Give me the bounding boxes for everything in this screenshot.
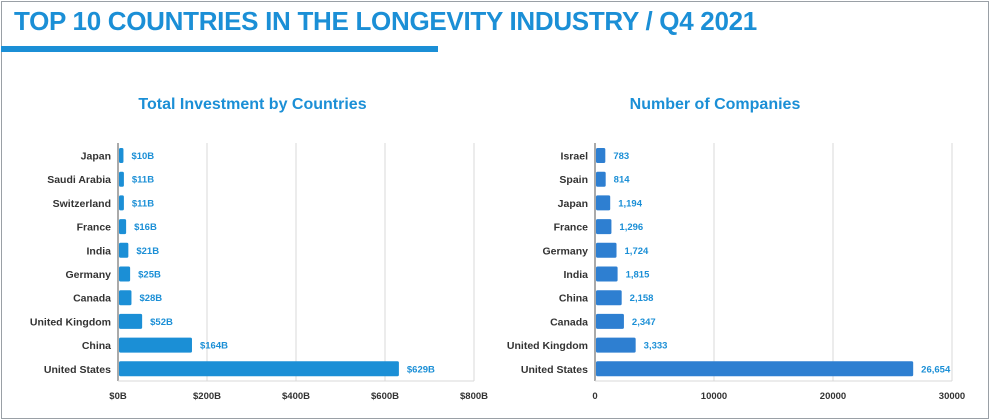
companies-bar (596, 219, 612, 235)
investment-category-label: Japan (81, 151, 111, 163)
investment-category-label: Germany (65, 269, 111, 281)
investment-category-label: Canada (73, 293, 111, 305)
investment-category-label: United Kingdom (30, 316, 111, 328)
companies-category-label: Japan (558, 198, 588, 210)
investment-bar (119, 337, 192, 353)
page-title: TOP 10 COUNTRIES IN THE LONGEVITY INDUST… (14, 6, 757, 36)
investment-x-tick-label: $0B (109, 391, 127, 402)
companies-category-label: United Kingdom (507, 340, 588, 352)
companies-category-label: Israel (561, 151, 589, 163)
companies-value-label: 1,815 (626, 270, 650, 281)
investment-bar (119, 195, 124, 211)
companies-bar (596, 195, 611, 211)
investment-x-tick-label: $200B (193, 391, 221, 402)
companies-x-tick-label: 20000 (820, 391, 846, 402)
investment-value-label: $10B (131, 151, 154, 162)
companies-category-label: Spain (559, 174, 588, 186)
investment-bar (119, 313, 143, 329)
investment-chart-title: Total Investment by Countries (138, 96, 367, 113)
companies-category-label: United States (521, 364, 588, 376)
investment-bar (119, 266, 131, 282)
companies-bar (596, 242, 617, 258)
investment-value-label: $25B (138, 270, 161, 281)
companies-value-label: 1,724 (625, 246, 649, 257)
investment-bar (119, 242, 129, 258)
companies-bar (596, 148, 606, 163)
investment-category-label: China (82, 340, 111, 352)
companies-value-label: 1,296 (619, 222, 643, 233)
title-underline (1, 46, 438, 52)
investment-value-label: $11B (132, 175, 154, 186)
investment-category-label: Saudi Arabia (47, 174, 111, 186)
investment-category-label: India (86, 245, 111, 257)
investment-bar (119, 148, 124, 163)
companies-value-label: 2,347 (632, 317, 656, 328)
companies-category-label: India (563, 269, 588, 281)
investment-value-label: $629B (407, 364, 435, 375)
investment-value-label: $11B (132, 198, 154, 209)
companies-x-tick-label: 0 (592, 391, 597, 402)
investment-bar (119, 290, 132, 306)
companies-category-label: China (559, 293, 588, 305)
investment-value-label: $28B (139, 293, 162, 304)
companies-bar (596, 266, 618, 282)
companies-x-tick-label: 30000 (939, 391, 965, 402)
companies-bar (596, 171, 606, 187)
investment-category-label: France (77, 222, 112, 234)
companies-bar (596, 313, 624, 329)
companies-bar-chart: 0 10000 20000 30000 Israel 783 Spain 814 Japan 1,… (507, 143, 965, 402)
companies-bar (596, 290, 622, 306)
companies-value-label: 783 (613, 151, 629, 162)
companies-value-label: 2,158 (630, 293, 654, 304)
investment-x-tick-label: $800B (460, 391, 488, 402)
investment-value-label: $16B (134, 222, 157, 233)
companies-chart-title: Number of Companies (629, 96, 801, 113)
companies-category-label: Germany (542, 245, 588, 257)
companies-bar (596, 361, 914, 377)
investment-bar-chart: $0B $200B $400B $600B $800B Japan $10B Saudi Ar… (30, 143, 488, 402)
investment-bar (119, 219, 127, 235)
investment-value-label: $21B (136, 246, 159, 257)
investment-bar (119, 171, 124, 187)
companies-x-tick-label: 10000 (701, 391, 727, 402)
investment-x-tick-label: $600B (371, 391, 399, 402)
companies-category-label: Canada (550, 316, 588, 328)
investment-category-label: Switzerland (53, 198, 111, 210)
companies-value-label: 3,333 (644, 341, 668, 352)
investment-bar (119, 361, 399, 377)
companies-value-label: 1,194 (618, 198, 642, 209)
companies-bar (596, 337, 636, 353)
investment-value-label: $164B (200, 341, 228, 352)
investment-x-tick-label: $400B (282, 391, 310, 402)
companies-category-label: France (554, 222, 589, 234)
investment-value-label: $52B (150, 317, 173, 328)
investment-category-label: United States (44, 364, 111, 376)
companies-value-label: 26,654 (921, 364, 951, 375)
companies-value-label: 814 (614, 175, 631, 186)
